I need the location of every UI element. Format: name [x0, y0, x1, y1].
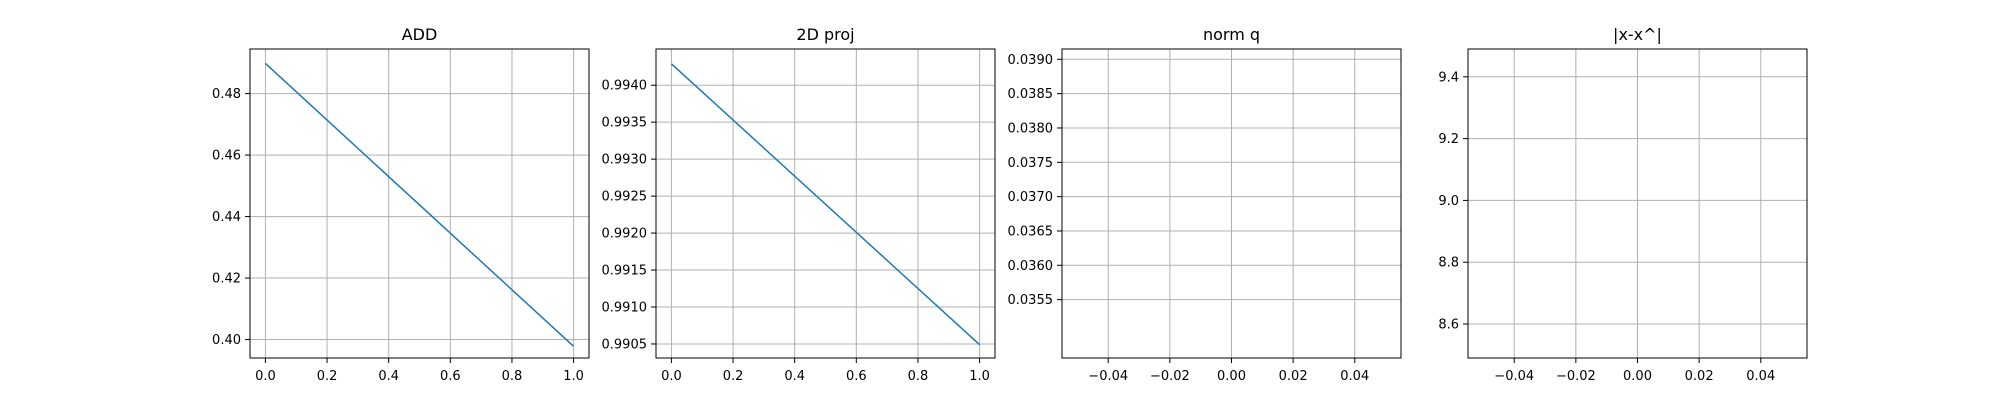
- y-tick-label: 0.9935: [602, 116, 648, 131]
- x-tick-label: 0.04: [1340, 369, 1369, 384]
- y-tick-label: 0.0360: [1008, 259, 1054, 274]
- x-tick-label: 0.00: [1217, 369, 1246, 384]
- x-tick-label: 1.0: [969, 369, 990, 384]
- y-tick-label: 8.8: [1438, 256, 1459, 271]
- subplot-x-error: −0.04 −0.02 0.00 0.02 0.04 8.6 8.8 9.0 9.2 9.4 |x-…: [1438, 25, 1808, 384]
- x-tick-label: 0.4: [378, 369, 399, 384]
- x-tick-label: 0.04: [1746, 369, 1775, 384]
- x-tick-label: 0.0: [661, 369, 682, 384]
- subplot-add: 0.0 0.2 0.4 0.6 0.8 1.0 0.40 0.42 0.44 0.46 0.48 AD…: [212, 25, 590, 384]
- y-tick-label: 0.40: [212, 333, 241, 348]
- series-line-2d-proj: [670, 63, 981, 346]
- x-tick-label: 0.8: [502, 369, 523, 384]
- x-tick-label: 0.0: [255, 369, 276, 384]
- y-tick-label: 0.42: [212, 272, 241, 287]
- y-tick-label: 0.0380: [1008, 121, 1054, 136]
- x-tick-label: 0.8: [908, 369, 929, 384]
- subplot-2d-proj: 0.0 0.2 0.4 0.6 0.8 1.0 0.9905 0.9910 0.9915 0.99…: [602, 25, 996, 384]
- chart-title-add: ADD: [402, 25, 438, 44]
- x-tick-label: −0.04: [1494, 369, 1534, 384]
- axes-frame: [249, 48, 590, 359]
- x-tick-label: −0.02: [1556, 369, 1596, 384]
- axes-frame: [655, 48, 996, 359]
- y-tick-label: 0.48: [212, 87, 241, 102]
- x-tick-label: 0.4: [784, 369, 805, 384]
- x-tick-label: −0.02: [1150, 369, 1190, 384]
- x-tick-label: 0.02: [1279, 369, 1308, 384]
- x-tick-label: 1.0: [563, 369, 584, 384]
- y-tick-label: 0.9910: [602, 300, 648, 315]
- y-tick-label: 9.4: [1438, 70, 1459, 85]
- x-tick-label: −0.04: [1088, 369, 1128, 384]
- x-tick-label: 0.00: [1623, 369, 1652, 384]
- series-line-add: [264, 62, 575, 347]
- chart-title-2d-proj: 2D proj: [796, 25, 854, 44]
- x-tick-label: 0.6: [440, 369, 461, 384]
- y-tick-label: 0.9920: [602, 227, 648, 242]
- y-tick-label: 8.6: [1438, 318, 1459, 333]
- y-tick-label: 0.0385: [1008, 87, 1054, 102]
- y-tick-label: 0.0370: [1008, 190, 1054, 205]
- y-tick-label: 0.9915: [602, 264, 648, 279]
- x-tick-label: 0.6: [846, 369, 867, 384]
- y-tick-label: 0.46: [212, 149, 241, 164]
- y-tick-label: 0.0390: [1008, 53, 1054, 68]
- x-tick-label: 0.2: [723, 369, 744, 384]
- subplot-norm-q: −0.04 −0.02 0.00 0.02 0.04 0.0355 0.0360 0.0365…: [1008, 25, 1402, 384]
- y-tick-label: 9.0: [1438, 194, 1459, 209]
- chart-title-norm-q: norm q: [1203, 25, 1260, 44]
- y-tick-label: 0.9930: [602, 153, 648, 168]
- y-tick-label: 0.9940: [602, 79, 648, 94]
- y-tick-label: 0.0375: [1008, 156, 1054, 171]
- x-tick-label: 0.02: [1685, 369, 1714, 384]
- chart-title-x-error: |x-x^|: [1613, 25, 1662, 44]
- y-tick-label: 0.0365: [1008, 224, 1054, 239]
- y-tick-label: 0.0355: [1008, 293, 1054, 308]
- y-tick-label: 0.44: [212, 210, 241, 225]
- y-tick-label: 9.2: [1438, 132, 1459, 147]
- y-tick-label: 0.9905: [602, 337, 648, 352]
- y-tick-label: 0.9925: [602, 190, 648, 205]
- x-tick-label: 0.2: [317, 369, 338, 384]
